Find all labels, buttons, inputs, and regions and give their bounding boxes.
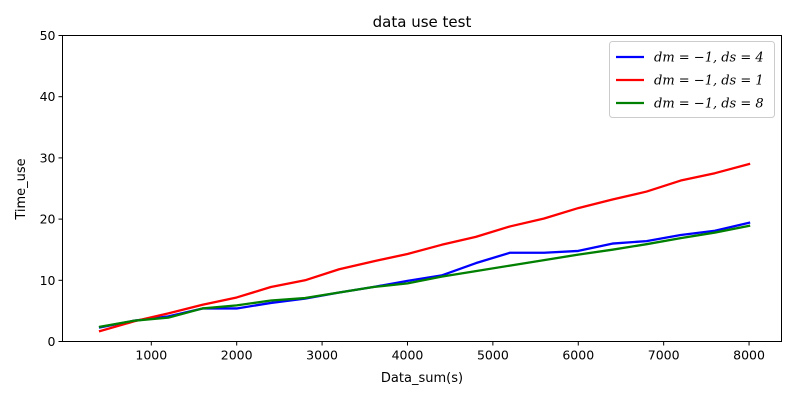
x-tick-label: 4000 (392, 348, 424, 363)
y-axis-title: Time_use (14, 158, 29, 220)
series-line-2 (98, 162, 751, 333)
y-tick-label: 50 (40, 28, 56, 43)
y-tick-label: 40 (40, 89, 56, 104)
y-axis: 0 10 20 30 40 50 (40, 28, 63, 349)
x-tick-label: 8000 (733, 348, 765, 363)
legend-box (609, 41, 775, 118)
series-line-1 (98, 221, 751, 329)
series-line-3 (98, 224, 751, 329)
y-tick-label: 30 (40, 150, 56, 165)
chart-title: data use test (373, 13, 472, 31)
x-tick-label: 2000 (221, 348, 253, 363)
x-tick-label: 5000 (477, 348, 509, 363)
legend-label-2: dm = −1, ds = 1 (654, 74, 764, 89)
legend: dm = −1, ds = 4 dm = −1, ds = 1 dm = −1, d… (609, 41, 775, 118)
plot-lines (98, 162, 751, 333)
legend-label-3: dm = −1, ds = 8 (654, 97, 764, 112)
x-axis-title: Data_sum(s) (381, 371, 463, 386)
plot-frame (62, 35, 782, 342)
x-tick-label: 3000 (306, 348, 338, 363)
y-tick-label: 0 (48, 334, 56, 349)
y-tick-label: 20 (40, 212, 56, 227)
x-axis: 1000 2000 3000 4000 5000 6000 7000 8000 (135, 341, 765, 363)
x-tick-label: 1000 (135, 348, 167, 363)
x-tick-label: 7000 (648, 348, 680, 363)
y-tick-label: 10 (40, 273, 56, 288)
x-tick-label: 6000 (562, 348, 594, 363)
legend-label-1: dm = −1, ds = 4 (654, 51, 764, 66)
